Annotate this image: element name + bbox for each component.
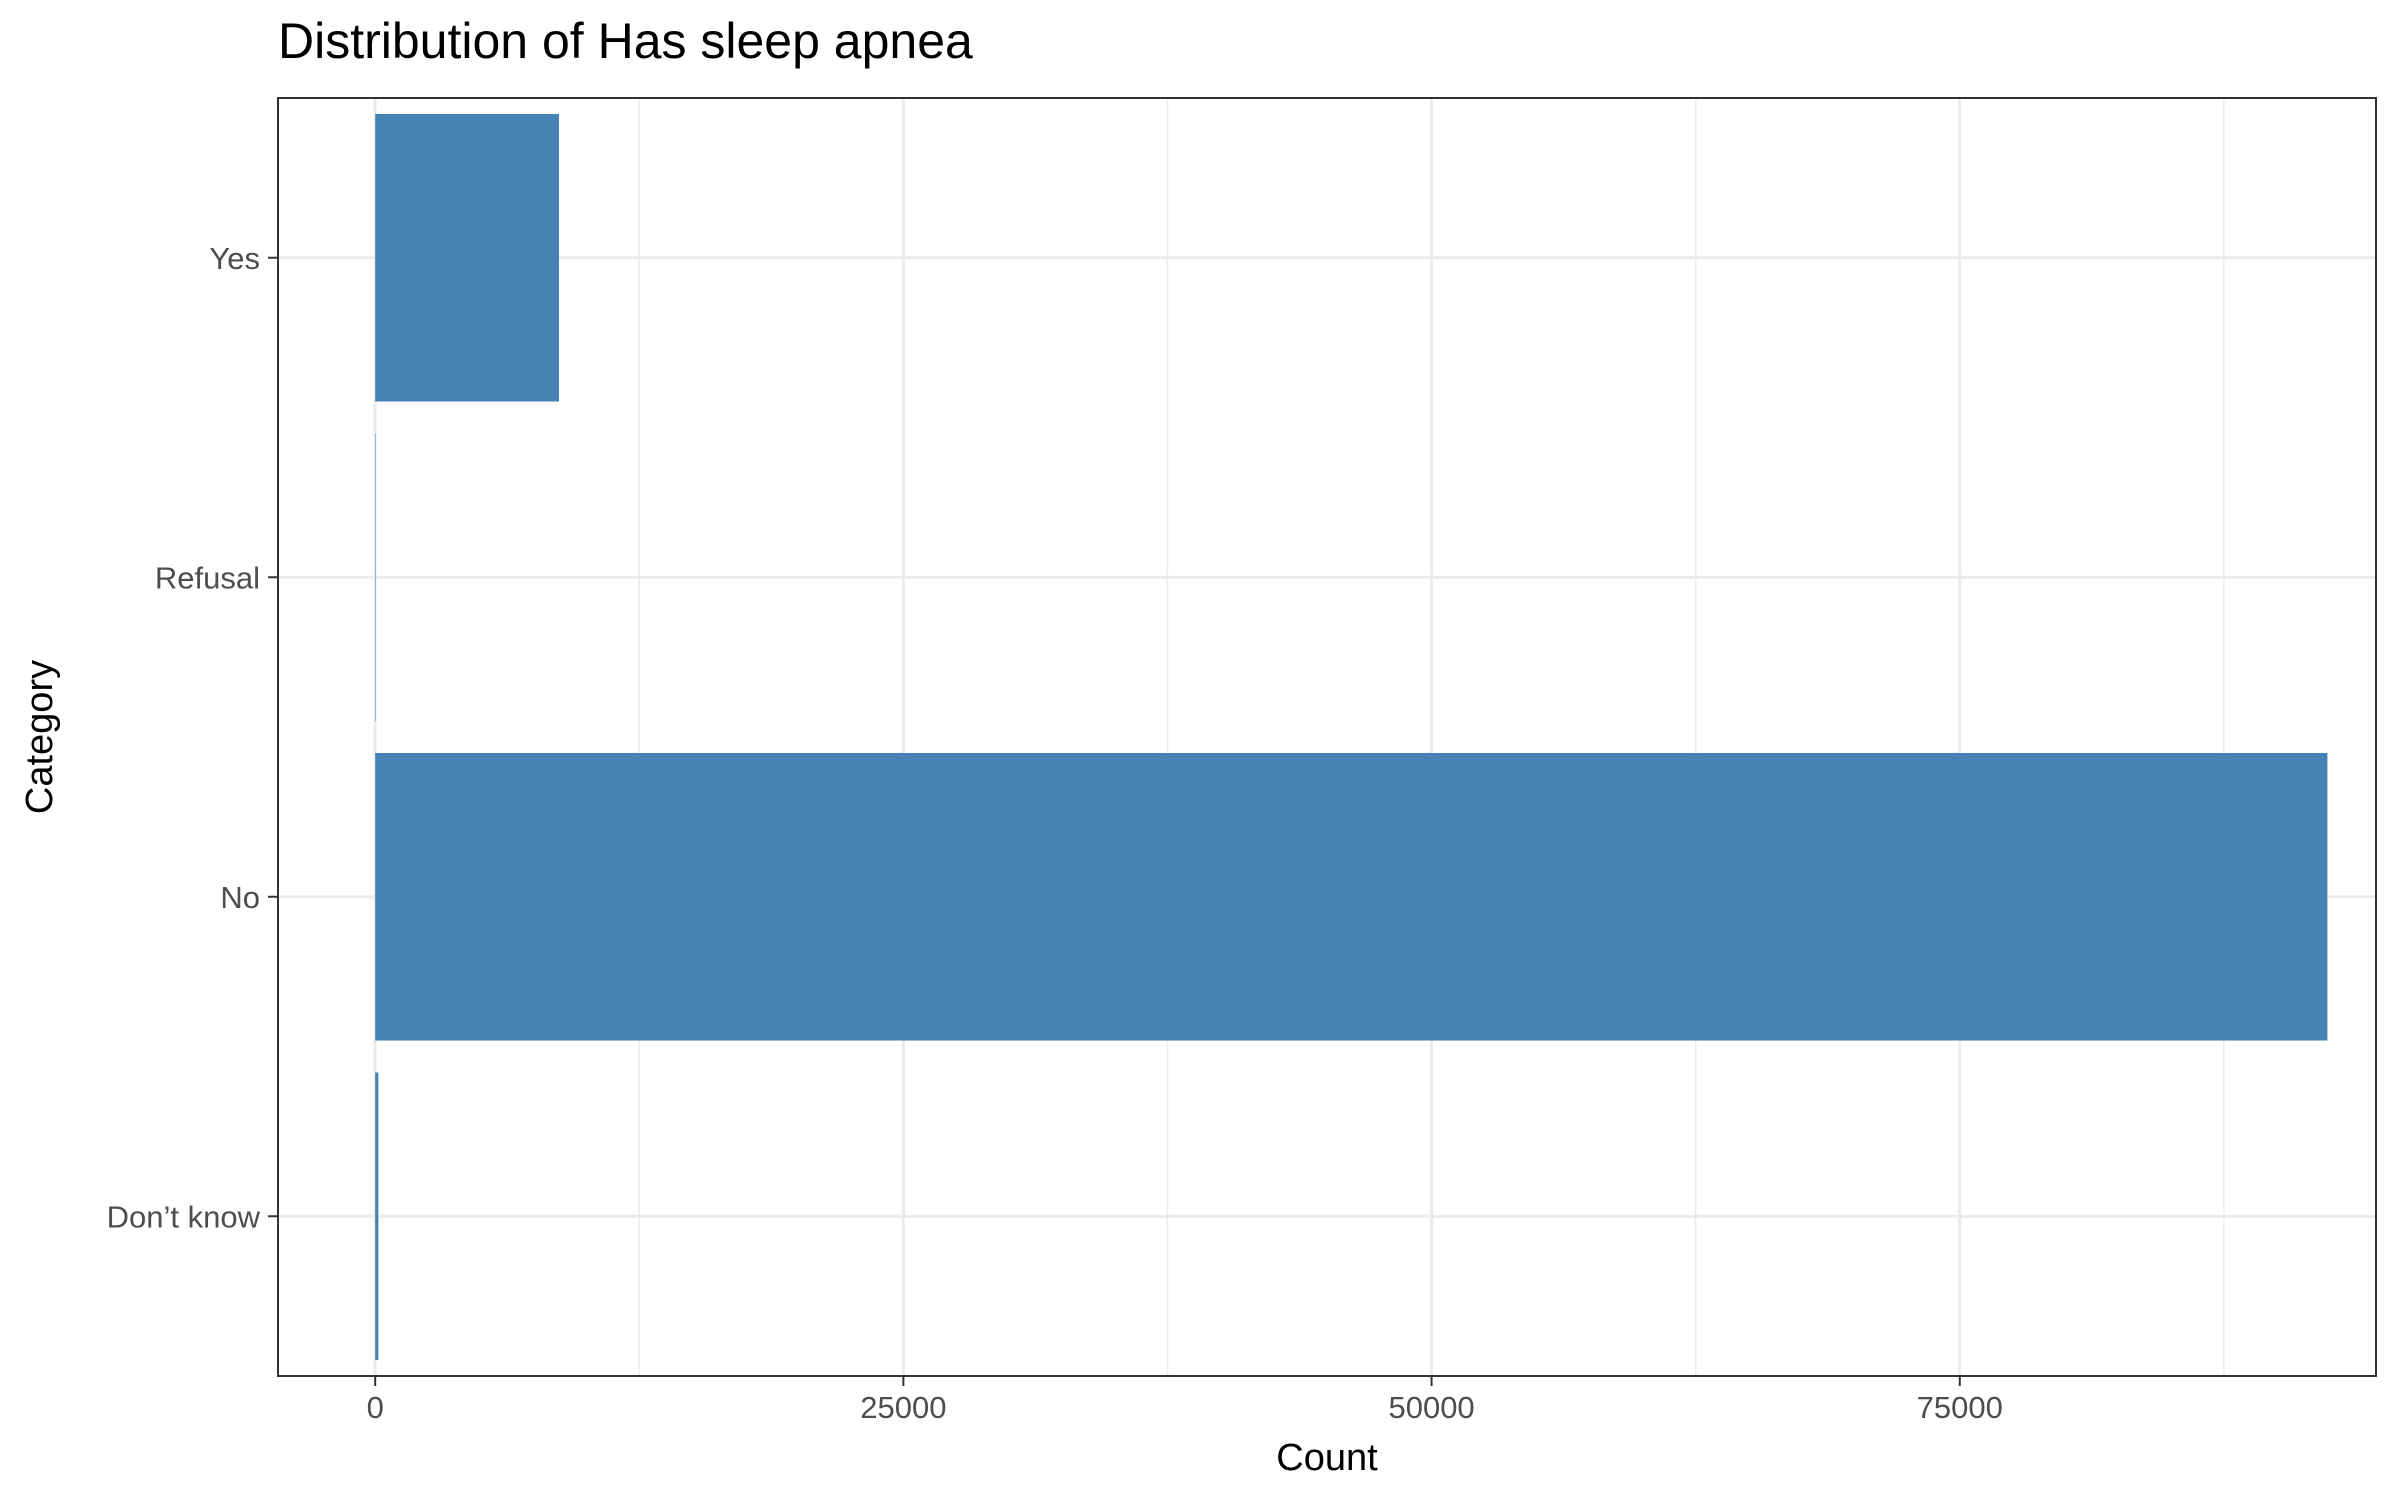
y-axis: Yes Refusal No Don’t know: [107, 241, 278, 1234]
bar: [375, 433, 376, 722]
bar: [375, 752, 2328, 1041]
y-tick-label: Refusal: [155, 560, 260, 595]
bars: [375, 113, 2328, 1361]
x-tick-label: 25000: [860, 1390, 946, 1425]
x-axis-title: Count: [1276, 1437, 1378, 1479]
minor-gridlines: [638, 98, 2225, 1376]
y-tick-label: No: [220, 880, 260, 915]
bar: [375, 1072, 379, 1361]
y-axis-title: Category: [19, 660, 61, 814]
x-tick-label: 50000: [1388, 1390, 1474, 1425]
y-tick-label: Don’t know: [107, 1199, 261, 1234]
x-tick-label: 0: [367, 1390, 384, 1425]
major-gridlines: [278, 98, 2376, 1376]
chart-title: Distribution of Has sleep apnea: [278, 13, 973, 69]
y-tick-label: Yes: [209, 241, 260, 276]
bar: [375, 113, 560, 402]
panel-border: [277, 97, 2377, 1377]
x-axis: 0 25000 50000 75000: [367, 1376, 2003, 1425]
x-tick-label: 75000: [1917, 1390, 2003, 1425]
